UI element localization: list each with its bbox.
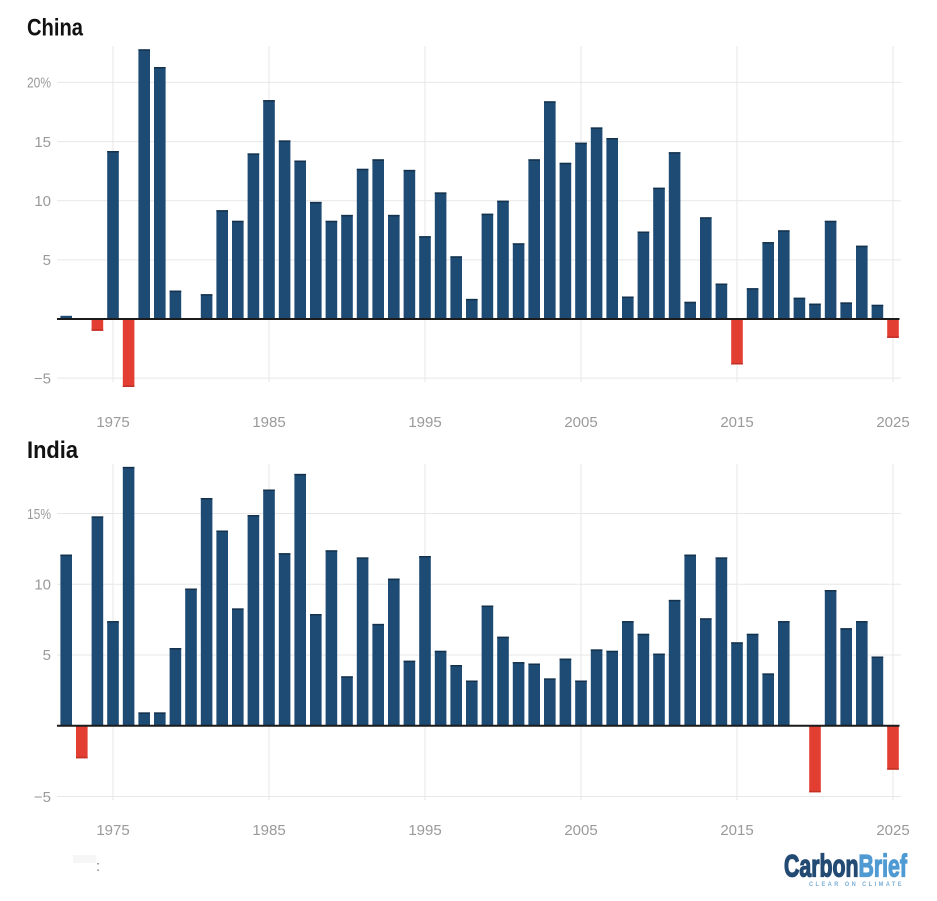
svg-text:CLEAR ON CLIMATE: CLEAR ON CLIMATE: [809, 882, 904, 888]
svg-text:2005: 2005: [564, 822, 597, 839]
svg-text:1975: 1975: [96, 414, 129, 431]
svg-text:−5: −5: [34, 370, 51, 387]
svg-text:20%: 20%: [27, 75, 51, 92]
svg-text:2015: 2015: [720, 414, 753, 431]
svg-text:2015: 2015: [720, 822, 753, 839]
svg-text:15: 15: [34, 134, 51, 151]
svg-text:5: 5: [43, 647, 51, 664]
svg-text:10: 10: [34, 577, 51, 594]
svg-text:1995: 1995: [408, 414, 441, 431]
svg-text:1985: 1985: [252, 822, 285, 839]
svg-text:2025: 2025: [876, 822, 909, 839]
svg-text:1995: 1995: [408, 822, 441, 839]
svg-text:2005: 2005: [564, 414, 597, 431]
svg-text:2025: 2025: [876, 414, 909, 431]
svg-text:India: India: [27, 437, 79, 464]
svg-text:−5: −5: [34, 789, 51, 806]
svg-text::: :: [96, 858, 100, 875]
svg-text:1985: 1985: [252, 414, 285, 431]
svg-text:10: 10: [34, 193, 51, 210]
svg-text:China: China: [27, 15, 84, 42]
svg-text:5: 5: [43, 252, 51, 269]
svg-text:15%: 15%: [27, 506, 51, 523]
svg-text:1975: 1975: [96, 822, 129, 839]
svg-text:CarbonBrief: CarbonBrief: [784, 848, 907, 884]
